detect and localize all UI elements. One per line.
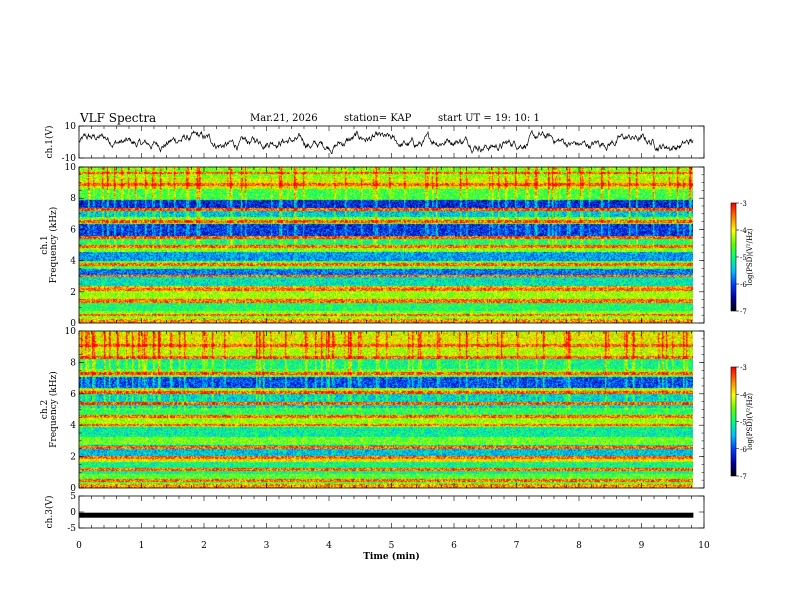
time-tick-label: 3: [264, 541, 270, 551]
ch2-spectrogram-ytick-label: 6: [70, 390, 76, 400]
ch1-spectrogram-ytick-label: 4: [70, 257, 76, 267]
colorbar-tick-label: -6: [740, 281, 747, 289]
ch1-spectrogram-ylabel: ch.1: [40, 235, 50, 254]
ch2-spectrogram-colorbar: [731, 367, 736, 476]
ch1-spectrogram-ytick-label: 6: [70, 225, 76, 235]
ch2-spectrogram-image: [79, 331, 693, 488]
colorbar-tick-label: -4: [740, 227, 747, 235]
ch1-spectrogram-ytick-label: 2: [70, 288, 76, 298]
ch1-waveform-ylabel: ch.1(V): [44, 126, 55, 159]
colorbar-tick-label: -6: [740, 446, 747, 454]
ch3-waveform-ytick-label: 0: [70, 508, 76, 518]
ch2-spectrogram-ytick-label: 4: [70, 421, 76, 431]
colorbar-tick-label: -3: [740, 200, 747, 208]
time-tick-label: 6: [451, 541, 457, 551]
ch2-spectrogram-colorbar-label: log(PSD)(V²/Hz): [746, 393, 754, 450]
station-label: station= KAP: [344, 113, 412, 124]
time-tick-label: 5: [389, 541, 395, 551]
time-tick-label: 4: [326, 541, 332, 551]
ch2-spectrogram-ytick-label: 2: [70, 453, 76, 463]
ch3-waveform-ytick-label: -5: [67, 524, 76, 534]
ch1-waveform-ytick-label: -10: [62, 154, 77, 164]
ch1-spectrogram-ytick-label: 10: [65, 163, 77, 173]
page-title: VLF Spectra: [80, 111, 157, 125]
time-axis-label: Time (min): [363, 551, 420, 562]
ch1-waveform-ytick-label: 10: [65, 122, 77, 132]
start-time-label: start UT = 19: 10: 1: [438, 113, 540, 124]
colorbar-tick-label: -7: [740, 308, 747, 316]
ch3-waveform-trace: [79, 512, 694, 518]
time-tick-label: 2: [201, 541, 207, 551]
ch1-spectrogram-ytick-label: 8: [70, 194, 76, 204]
ch1-spectrogram-colorbar-label: log(PSD)(V²/Hz): [746, 228, 754, 285]
time-tick-label: 9: [639, 541, 645, 551]
ch2-spectrogram-ylabel: Frequency (kHz): [48, 371, 59, 448]
ch2-spectrogram-ytick-label: 0: [70, 484, 76, 494]
ch1-spectrogram-colorbar: [731, 203, 736, 311]
colorbar-tick-label: -5: [740, 419, 747, 427]
time-tick-label: 1: [139, 541, 145, 551]
ch2-spectrogram-ylabel: ch.2: [40, 400, 50, 419]
date-label: Mar.21, 2026: [250, 113, 318, 124]
ch3-waveform-ytick-label: 5: [70, 492, 76, 502]
ch2-spectrogram-ytick-label: 8: [70, 358, 76, 368]
time-tick-label: 0: [76, 541, 82, 551]
ch1-spectrogram-ytick-label: 0: [70, 319, 76, 329]
ch1-spectrogram-ylabel: Frequency (kHz): [48, 207, 59, 284]
time-tick-label: 8: [576, 541, 582, 551]
ch1-waveform-trace: [78, 129, 694, 155]
colorbar-tick-label: -4: [740, 391, 747, 399]
colorbar-tick-label: -7: [740, 473, 747, 481]
colorbar-tick-label: -5: [740, 254, 747, 262]
ch3-waveform-ylabel: ch.3(V): [44, 496, 55, 529]
ch2-spectrogram-ytick-label: 10: [65, 327, 77, 337]
time-tick-label: 10: [698, 541, 710, 551]
ch1-spectrogram-image: [79, 167, 693, 323]
time-tick-label: 7: [514, 541, 520, 551]
colorbar-tick-label: -3: [740, 364, 747, 372]
